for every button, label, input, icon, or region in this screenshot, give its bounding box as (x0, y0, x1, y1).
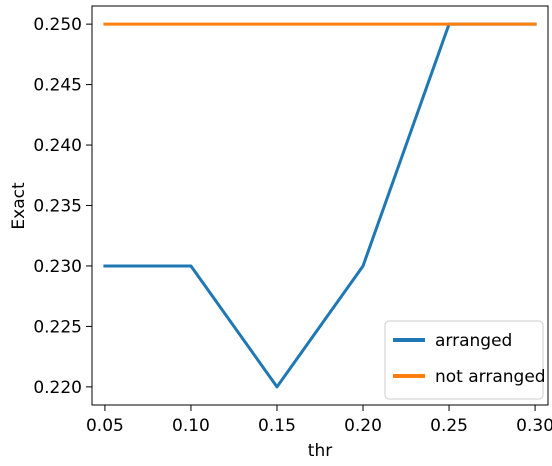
x-tick-label: 0.25 (430, 416, 468, 436)
legend: arranged not arranged (384, 320, 546, 400)
series-layer (103, 22, 537, 389)
y-tick-label: 0.245 (33, 76, 82, 96)
y-tick-label: 0.250 (33, 15, 82, 35)
y-axis: 0.220 0.225 0.230 0.235 0.240 0.245 0.250 (33, 15, 92, 398)
x-tick-label: 0.15 (258, 416, 296, 436)
y-axis-label: Exact (9, 182, 29, 230)
y-tick-label: 0.230 (33, 257, 82, 277)
legend-label-not-arranged: not arranged (435, 367, 546, 387)
legend-label-arranged: arranged (435, 331, 512, 351)
x-tick-label: 0.30 (516, 416, 552, 436)
x-tick-label: 0.20 (344, 416, 382, 436)
y-tick-label: 0.220 (33, 378, 82, 398)
y-tick-label: 0.240 (33, 136, 82, 156)
y-tick-label: 0.225 (33, 317, 82, 337)
x-tick-label: 0.05 (86, 416, 124, 436)
x-axis: 0.05 0.10 0.15 0.20 0.25 0.30 (86, 405, 552, 436)
x-tick-label: 0.10 (172, 416, 210, 436)
x-axis-label: thr (308, 441, 332, 461)
y-tick-label: 0.235 (33, 197, 82, 217)
